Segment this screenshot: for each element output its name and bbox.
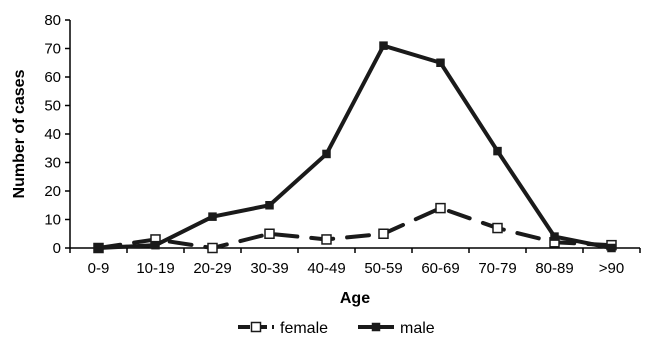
legend-item-male: male	[358, 320, 435, 337]
legend-female-marker	[250, 321, 262, 333]
data-point-male	[94, 243, 103, 253]
series-line-female	[96, 206, 614, 250]
x-tick-label: 70-79	[478, 260, 516, 277]
x-tick-label: 60-69	[421, 260, 459, 277]
plot-area	[69, 20, 640, 254]
series-line-male	[96, 43, 614, 250]
x-tick-label: 40-49	[307, 260, 345, 277]
x-tick-label: 30-39	[250, 260, 288, 277]
y-tick-label: 70	[44, 41, 61, 58]
y-tick-label: 60	[44, 69, 61, 86]
x-tick-label: 50-59	[364, 260, 402, 277]
data-point-male	[550, 232, 559, 241]
legend-male-marker	[371, 322, 381, 332]
data-point-male	[265, 201, 274, 210]
data-point-female	[435, 202, 446, 214]
data-point-female	[207, 242, 218, 254]
data-point-male	[493, 146, 502, 156]
data-point-male	[322, 149, 331, 159]
y-tick-label: 30	[44, 155, 61, 172]
y-tick-label: 80	[44, 12, 61, 29]
y-tick-label: 0	[53, 240, 61, 257]
data-point-male	[379, 41, 388, 50]
legend: female male	[238, 320, 435, 337]
data-point-male	[607, 243, 616, 253]
x-tick-label: 0-9	[88, 260, 110, 277]
data-point-female	[378, 228, 389, 239]
y-tick-label: 50	[44, 98, 61, 115]
data-point-male	[436, 58, 445, 67]
x-axis-title: Age	[340, 290, 370, 307]
data-point-female	[492, 222, 503, 234]
legend-male-label: male	[400, 320, 435, 337]
y-axis-ticks: 0 10 20 30 40 50 60 70 80	[44, 12, 70, 257]
legend-female-label: female	[280, 320, 328, 337]
legend-item-female: female	[238, 320, 328, 337]
y-tick-label: 40	[44, 126, 61, 143]
y-axis-title: Number of cases	[11, 69, 28, 198]
y-tick-label: 20	[44, 183, 61, 200]
x-tick-label: 20-29	[193, 260, 231, 277]
data-point-female	[264, 228, 275, 239]
x-tick-label: 10-19	[136, 260, 174, 277]
x-tick-label: >90	[599, 260, 624, 277]
data-point-male	[208, 212, 217, 221]
data-point-male	[151, 240, 160, 250]
y-tick-label: 10	[44, 212, 61, 229]
x-axis-ticks: 0-9 10-19 20-29 30-39 40-49 50-59 60-69 70-79 80…	[69, 248, 641, 277]
data-point-female	[321, 234, 332, 245]
x-tick-label: 80-89	[535, 260, 573, 277]
